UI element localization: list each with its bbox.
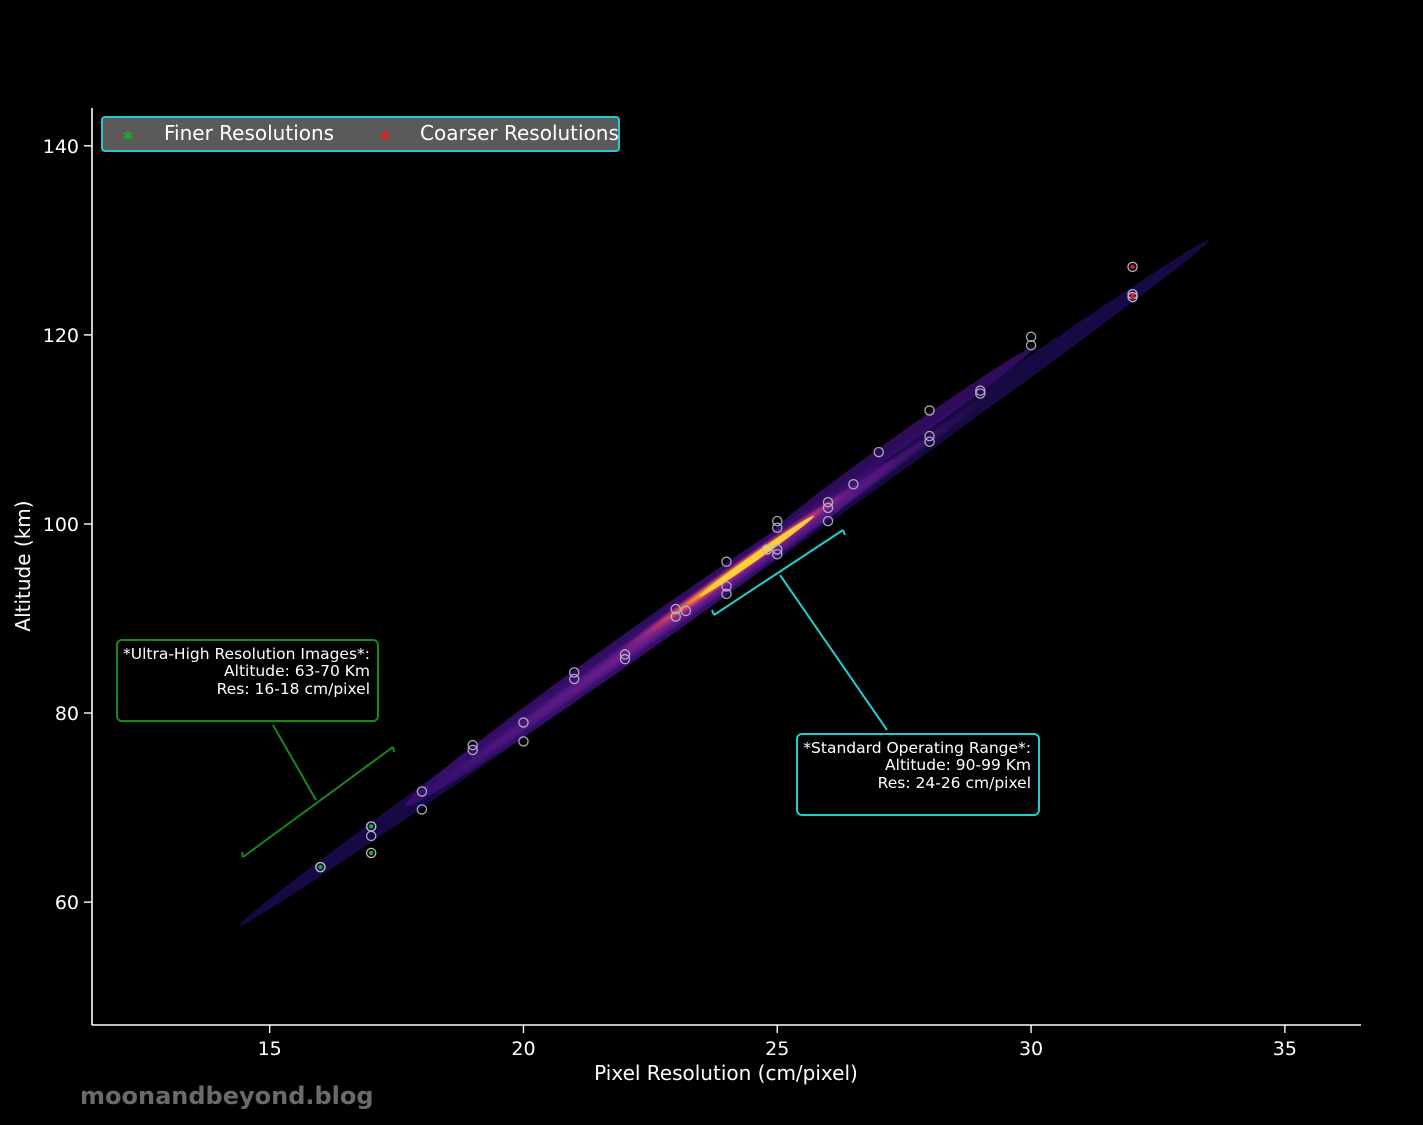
- data-point: [1025, 331, 1037, 343]
- data-point: [772, 544, 783, 555]
- data-point: [365, 821, 377, 832]
- legend-marker-coarser: ✱: [380, 129, 391, 144]
- annotation-standard-range-bracket-end-a: [711, 609, 715, 616]
- annotation-standard-range-leader: [779, 574, 888, 731]
- annotation-ultra-high-bracket: [242, 746, 394, 858]
- legend-marker-finer: ✱: [123, 129, 134, 144]
- annotation-standard-range-title: *Standard Operating Range*:: [803, 739, 1031, 757]
- legend-box: [101, 116, 620, 152]
- data-point: [1025, 340, 1037, 351]
- data-point: [848, 479, 859, 490]
- highlight-point-ring: [365, 847, 377, 859]
- data-point: [568, 667, 580, 678]
- data-point: [467, 739, 478, 751]
- data-point: [873, 446, 885, 458]
- data-point: [416, 786, 428, 797]
- data-point: [975, 385, 986, 396]
- axes: 15 20 25 30 35 60 80 100 120 140 Pixel Resolutio…: [11, 108, 1361, 1085]
- x-ticks: 15 20 25 30 35: [258, 1025, 1297, 1060]
- highlight-point-ring: [1127, 261, 1138, 273]
- annotation-standard-range-bracket: [713, 529, 844, 616]
- data-point: [619, 653, 631, 665]
- finer-resolution-point: [368, 850, 374, 856]
- finer-resolution-point: [318, 864, 323, 870]
- x-tick-label: 35: [1273, 1038, 1297, 1060]
- data-point: [975, 388, 986, 399]
- data-point: [518, 717, 529, 728]
- data-point: [568, 673, 580, 685]
- y-tick-label: 60: [55, 892, 79, 914]
- annotation-ultra-high-res: Res: 16-18 cm/pixel: [217, 680, 370, 698]
- data-point: [772, 515, 783, 527]
- annotation-standard-range-bracket-end-b: [842, 529, 846, 536]
- coarser-resolution-point: [1130, 264, 1135, 270]
- data-point: [822, 496, 834, 508]
- data-point: [772, 522, 783, 533]
- data-point: [518, 736, 529, 747]
- data-point: [670, 603, 681, 615]
- finer-resolution-point: [368, 824, 374, 829]
- density-contours: [239, 240, 1209, 926]
- data-point: [680, 605, 692, 617]
- data-point: [670, 611, 681, 622]
- y-tick-label: 80: [55, 703, 79, 725]
- y-axis-label: Altitude (km): [11, 500, 35, 631]
- x-tick-label: 15: [258, 1038, 282, 1060]
- data-point: [772, 548, 783, 560]
- x-tick-label: 30: [1019, 1038, 1043, 1060]
- x-tick-label: 25: [765, 1038, 789, 1060]
- data-point: [924, 405, 935, 416]
- data-point: [761, 544, 773, 555]
- legend-label-coarser: Coarser Resolutions: [420, 121, 619, 145]
- y-ticks: 60 80 100 120 140: [43, 136, 92, 914]
- annotation-ultra-high-bracket-end-b: [392, 746, 395, 753]
- annotation-ultra-high-leader: [272, 724, 317, 801]
- density-upper: [773, 346, 1035, 532]
- data-point: [924, 430, 935, 442]
- annotation-ultra-high: *Ultra-High Resolution Images*: Altitude…: [116, 639, 395, 858]
- data-point: [416, 804, 428, 815]
- data-point: [721, 581, 732, 592]
- watermark: moonandbeyond.blog: [80, 1082, 374, 1110]
- data-point: [619, 649, 631, 660]
- legend-label-finer: Finer Resolutions: [164, 121, 334, 145]
- y-tick-label: 140: [43, 136, 79, 158]
- x-tick-label: 20: [511, 1038, 535, 1060]
- data-point: [315, 861, 326, 873]
- data-point: [822, 515, 834, 527]
- data-point: [467, 744, 478, 756]
- data-point: [822, 502, 834, 514]
- legend: ✱ Finer Resolutions ✱ Coarser Resolution…: [101, 116, 620, 152]
- annotation-standard-range: *Standard Operating Range*: Altitude: 90…: [711, 529, 1040, 816]
- density-peak: [699, 515, 815, 597]
- coarser-resolution-point: [1130, 294, 1135, 300]
- annotation-ultra-high-altitude: Altitude: 63-70 Km: [224, 662, 370, 680]
- x-axis-label: Pixel Resolution (cm/pixel): [594, 1061, 858, 1085]
- y-tick-label: 100: [43, 514, 79, 536]
- annotation-standard-range-box: [796, 733, 1040, 816]
- data-point: [721, 556, 732, 568]
- annotation-standard-range-res: Res: 24-26 cm/pixel: [878, 774, 1031, 792]
- data-point: [924, 436, 935, 447]
- highlight-point-ring: [1127, 291, 1138, 303]
- y-tick-label: 120: [43, 325, 79, 347]
- data-point: [721, 588, 732, 600]
- scatter-points: [315, 261, 1138, 873]
- annotation-ultra-high-title: *Ultra-High Resolution Images*:: [123, 645, 370, 663]
- annotation-ultra-high-bracket-end-a: [241, 851, 244, 858]
- annotation-standard-range-altitude: Altitude: 90-99 Km: [885, 756, 1031, 774]
- annotation-ultra-high-box: [116, 639, 379, 722]
